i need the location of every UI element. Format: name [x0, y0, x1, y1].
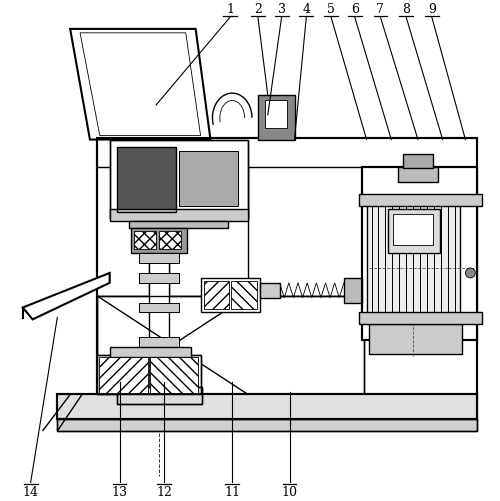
Bar: [140, 365, 179, 375]
Bar: [110, 140, 248, 219]
Bar: [403, 155, 433, 169]
Bar: [265, 101, 286, 128]
Bar: [260, 283, 280, 298]
Text: 4: 4: [302, 3, 310, 16]
Text: 9: 9: [428, 3, 436, 16]
Bar: [97, 355, 200, 395]
Circle shape: [466, 269, 475, 279]
Bar: [58, 395, 478, 419]
Bar: [368, 325, 462, 354]
Text: 13: 13: [112, 485, 128, 498]
Bar: [58, 419, 478, 431]
Bar: [362, 168, 478, 341]
Bar: [150, 357, 198, 393]
Bar: [140, 365, 179, 375]
Bar: [204, 281, 230, 309]
Bar: [97, 138, 477, 419]
Bar: [258, 96, 296, 140]
Bar: [110, 347, 190, 357]
Bar: [140, 303, 179, 313]
Bar: [97, 296, 363, 395]
Bar: [140, 254, 179, 264]
Bar: [179, 152, 238, 206]
Bar: [140, 338, 179, 347]
Bar: [140, 274, 179, 283]
Bar: [116, 387, 202, 404]
Bar: [140, 338, 179, 347]
Text: 6: 6: [350, 3, 358, 16]
Text: 7: 7: [376, 3, 384, 16]
Bar: [132, 229, 187, 254]
Bar: [134, 232, 156, 249]
Bar: [110, 209, 248, 221]
Text: 1: 1: [226, 3, 234, 16]
Text: 5: 5: [327, 3, 335, 16]
Bar: [116, 148, 176, 212]
Text: 10: 10: [282, 485, 298, 498]
Text: 3: 3: [278, 3, 285, 16]
Bar: [398, 168, 438, 183]
Bar: [344, 279, 362, 303]
Bar: [366, 197, 460, 316]
Bar: [358, 313, 482, 325]
Text: 8: 8: [402, 3, 410, 16]
Bar: [362, 168, 478, 341]
Bar: [200, 279, 260, 313]
Bar: [97, 355, 200, 395]
Text: 11: 11: [224, 485, 240, 498]
Bar: [116, 387, 202, 404]
Bar: [99, 357, 148, 393]
Bar: [140, 254, 179, 264]
Bar: [159, 232, 181, 249]
Bar: [149, 254, 169, 392]
Bar: [58, 419, 478, 431]
Bar: [231, 281, 257, 309]
Text: 12: 12: [156, 485, 172, 498]
Bar: [116, 148, 176, 212]
Bar: [58, 395, 478, 419]
Bar: [388, 209, 440, 254]
Bar: [97, 138, 477, 419]
Bar: [358, 194, 482, 206]
Bar: [140, 274, 179, 283]
Polygon shape: [70, 30, 210, 140]
Text: 2: 2: [254, 3, 262, 16]
Bar: [394, 214, 433, 246]
Bar: [149, 347, 169, 387]
Bar: [110, 140, 248, 219]
Bar: [130, 221, 228, 229]
Text: 14: 14: [22, 485, 38, 498]
Bar: [97, 296, 363, 395]
Bar: [179, 152, 238, 206]
Polygon shape: [22, 274, 110, 320]
Bar: [140, 303, 179, 313]
